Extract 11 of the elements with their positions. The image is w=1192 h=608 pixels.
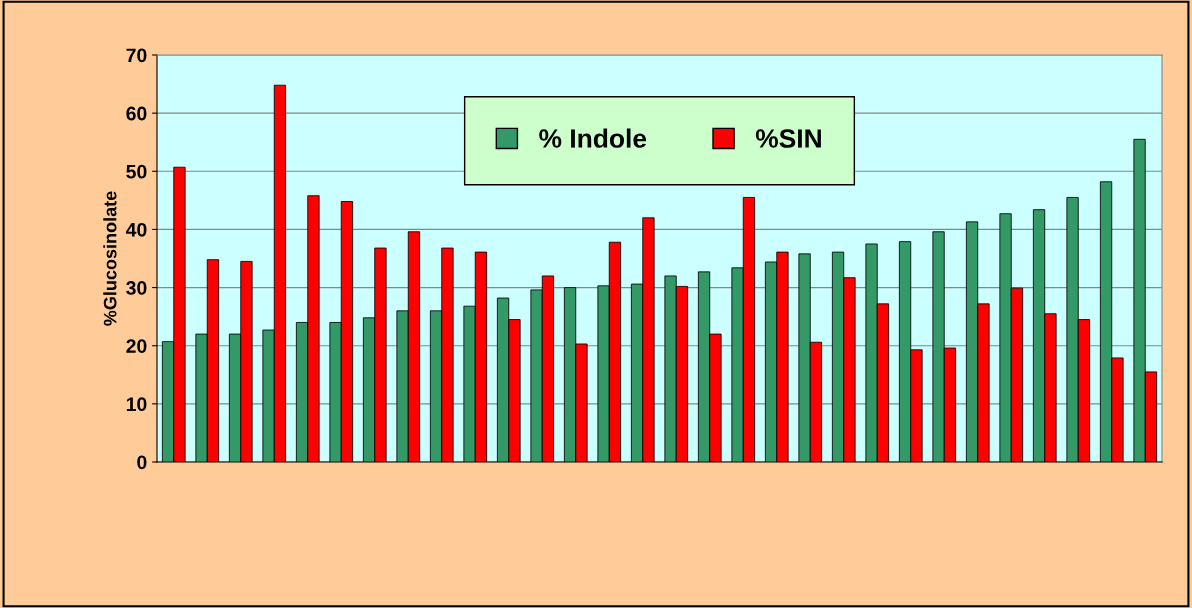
- legend-label: %SIN: [755, 129, 821, 148]
- y-axis-title: %Glucosinolate: [103, 191, 117, 326]
- y-tick-label: 0: [137, 455, 147, 470]
- y-tick-label: 30: [126, 281, 147, 295]
- y-tick-label: 70: [126, 48, 147, 63]
- y-tick-label: 20: [126, 339, 147, 353]
- y-tick-label: 60: [126, 106, 147, 121]
- y-tick-label: 40: [125, 222, 147, 237]
- y-tick-label: 50: [126, 164, 147, 179]
- y-tick-label: 10: [126, 397, 147, 412]
- legend-label: % Indole: [539, 128, 647, 148]
